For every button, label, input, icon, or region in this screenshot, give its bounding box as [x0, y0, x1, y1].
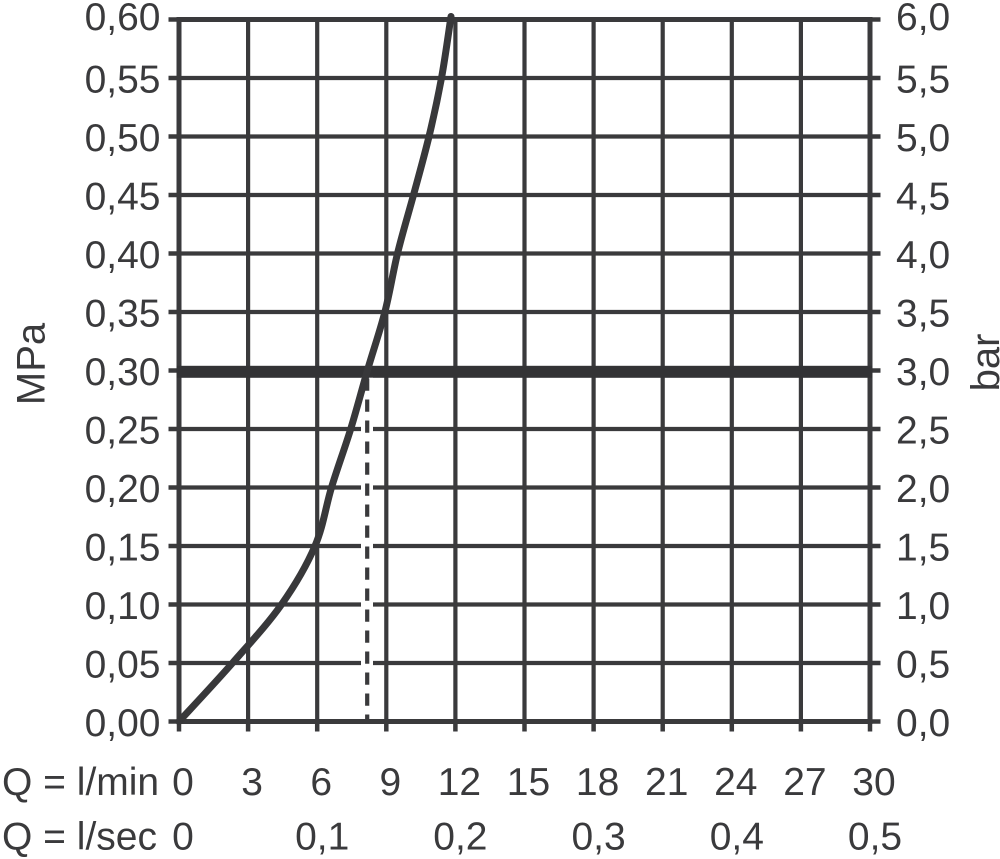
svg-text:bar: bar: [964, 334, 1000, 392]
svg-text:4,0: 4,0: [896, 234, 950, 277]
svg-text:Q = l/sec: Q = l/sec: [2, 816, 157, 859]
svg-text:1,0: 1,0: [896, 585, 950, 628]
svg-text:0,50: 0,50: [85, 117, 161, 160]
svg-text:1,5: 1,5: [896, 526, 950, 569]
svg-text:0,55: 0,55: [85, 58, 161, 101]
svg-text:0,30: 0,30: [85, 351, 161, 394]
svg-text:2,5: 2,5: [896, 409, 950, 452]
svg-text:0,2: 0,2: [433, 816, 487, 859]
svg-text:4,5: 4,5: [896, 175, 950, 218]
svg-text:27: 27: [783, 761, 826, 804]
svg-text:12: 12: [438, 761, 481, 804]
svg-text:3,5: 3,5: [896, 292, 950, 335]
svg-text:0,15: 0,15: [85, 526, 161, 569]
svg-text:0,45: 0,45: [85, 175, 161, 218]
svg-text:0,0: 0,0: [896, 702, 950, 745]
svg-text:6: 6: [310, 761, 332, 804]
svg-text:Q = l/min: Q = l/min: [2, 761, 159, 804]
svg-text:0,10: 0,10: [85, 585, 161, 628]
svg-text:0: 0: [172, 816, 194, 859]
svg-text:2,0: 2,0: [896, 468, 950, 511]
svg-text:0,1: 0,1: [295, 816, 349, 859]
svg-text:0,20: 0,20: [85, 468, 161, 511]
svg-text:0,4: 0,4: [710, 816, 764, 859]
svg-text:18: 18: [576, 761, 619, 804]
svg-text:0,25: 0,25: [85, 409, 161, 452]
svg-text:21: 21: [645, 761, 688, 804]
svg-text:0,40: 0,40: [85, 234, 161, 277]
svg-text:0,5: 0,5: [896, 643, 950, 686]
svg-text:9: 9: [379, 761, 401, 804]
svg-text:0,60: 0,60: [85, 0, 161, 39]
svg-text:15: 15: [507, 761, 550, 804]
svg-text:3: 3: [241, 761, 263, 804]
svg-text:0,05: 0,05: [85, 643, 161, 686]
svg-text:0,5: 0,5: [848, 816, 902, 859]
svg-text:24: 24: [714, 761, 757, 804]
svg-text:0,35: 0,35: [85, 292, 161, 335]
svg-text:0: 0: [172, 761, 194, 804]
svg-text:5,5: 5,5: [896, 58, 950, 101]
svg-text:6,0: 6,0: [896, 0, 950, 39]
svg-text:0,3: 0,3: [571, 816, 625, 859]
svg-text:5,0: 5,0: [896, 117, 950, 160]
svg-text:0,00: 0,00: [85, 702, 161, 745]
svg-text:30: 30: [852, 761, 895, 804]
svg-text:MPa: MPa: [10, 322, 54, 405]
svg-text:3,0: 3,0: [896, 351, 950, 394]
